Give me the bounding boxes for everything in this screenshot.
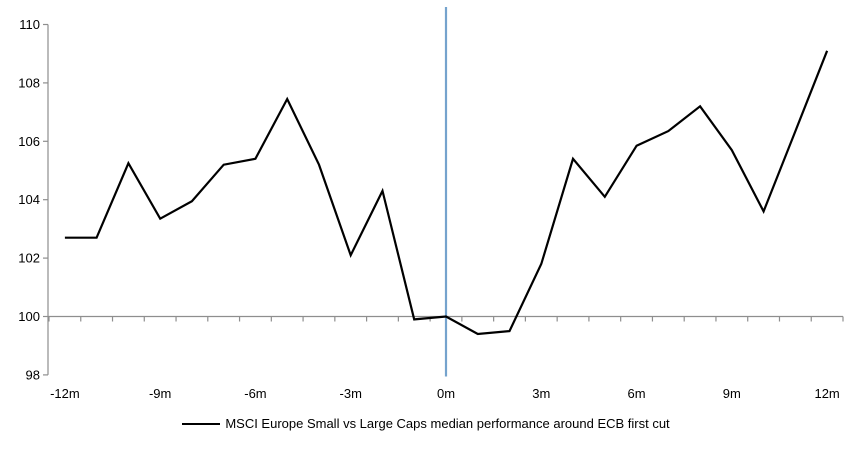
legend-line-sample-icon [182, 422, 221, 425]
y-tick-label: 110 [19, 17, 40, 32]
y-tick-label: 108 [18, 75, 40, 90]
axis-labels-group: 98 100 102 104 106 108 110 -12m -9m -6m -3m 0m 3m 6m 9… [18, 17, 839, 401]
x-tick-label: -6m [244, 386, 266, 401]
y-tick-label: 100 [18, 309, 40, 324]
axes-group [43, 23, 844, 376]
series-line [64, 50, 829, 336]
x-tick-label: -12m [50, 386, 80, 401]
y-tick-label: 106 [18, 134, 40, 149]
legend: MSCI Europe Small vs Large Caps median p… [0, 416, 852, 431]
y-tick-label: 98 [26, 367, 40, 382]
x-tick-label: 12m [814, 386, 839, 401]
x-tick-label: 0m [437, 386, 455, 401]
x-tick-label: 9m [723, 386, 741, 401]
x-tick-label: -3m [340, 386, 362, 401]
series-line-group [64, 50, 829, 336]
x-tick-label: 6m [628, 386, 646, 401]
y-tick-label: 102 [18, 251, 40, 266]
legend-label: MSCI Europe Small vs Large Caps median p… [225, 416, 670, 431]
x-tick-label: 3m [532, 386, 550, 401]
y-tick-label: 104 [18, 192, 40, 207]
x-tick-label: -9m [149, 386, 171, 401]
